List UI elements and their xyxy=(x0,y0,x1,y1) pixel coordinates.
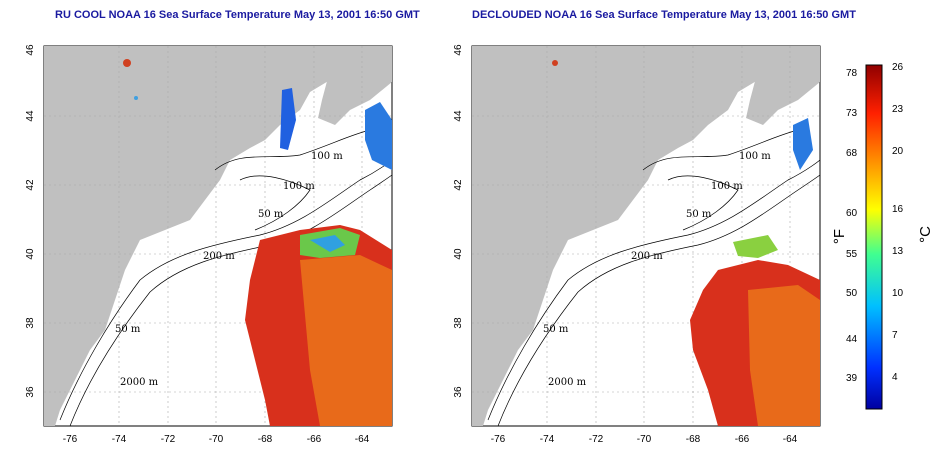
contour-label: 200 m xyxy=(631,251,663,262)
y-tick-label: 46 xyxy=(453,44,464,56)
x-tick-label: -66 xyxy=(307,434,322,445)
x-tick-label: -76 xyxy=(491,434,506,445)
contour-label: 2000 m xyxy=(120,377,159,388)
x-tick-label: -76 xyxy=(63,434,78,445)
celsius-tick: 20 xyxy=(892,146,904,157)
fahrenheit-tick: 78 xyxy=(846,68,858,79)
y-tick-label: 36 xyxy=(453,386,464,398)
x-tick-label: -70 xyxy=(637,434,652,445)
fahrenheit-tick: 55 xyxy=(846,249,858,260)
y-tick-label: 44 xyxy=(453,110,464,122)
celsius-tick: 4 xyxy=(892,372,898,383)
contour-label: 100 m xyxy=(311,151,343,162)
celsius-tick: 10 xyxy=(892,288,904,299)
x-tick-label: -72 xyxy=(589,434,604,445)
y-tick-label: 36 xyxy=(25,386,36,398)
celsius-unit-label: °C xyxy=(916,226,934,243)
left-map: 100 m 100 m 50 m 200 m 50 m 2000 m -74 -… xyxy=(25,44,393,445)
contour-label: 50 m xyxy=(115,324,141,335)
nova-scotia xyxy=(318,60,392,125)
y-tick-label: 38 xyxy=(453,317,464,329)
x-tick-label: -68 xyxy=(258,434,273,445)
celsius-tick: 23 xyxy=(892,104,904,115)
contour-label: 200 m xyxy=(203,251,235,262)
right-map: 100 m 100 m 50 m 200 m 50 m 2000 m -76 -… xyxy=(453,44,821,445)
celsius-tick: 16 xyxy=(892,204,904,215)
x-tick-label: -64 xyxy=(355,434,370,445)
contour-label: 100 m xyxy=(739,151,771,162)
y-tick-label: 40 xyxy=(453,248,464,260)
right-panel-title: DECLOUDED NOAA 16 Sea Surface Temperatur… xyxy=(472,9,856,21)
x-axis: -74 -76 -72 -70 -68 -66 -64 xyxy=(63,434,370,445)
x-tick-label: -64 xyxy=(783,434,798,445)
y-tick-label: 42 xyxy=(25,179,36,191)
y-tick-label: 38 xyxy=(25,317,36,329)
x-tick-label: -70 xyxy=(209,434,224,445)
y-axis: 46 44 42 40 38 36 xyxy=(25,44,36,398)
fahrenheit-tick: 50 xyxy=(846,288,858,299)
fahrenheit-tick: 44 xyxy=(846,334,858,345)
celsius-tick: 26 xyxy=(892,62,904,73)
x-tick-label: -68 xyxy=(686,434,701,445)
x-tick-label: -66 xyxy=(735,434,750,445)
colorbar xyxy=(865,64,883,410)
x-tick-label: -72 xyxy=(161,434,176,445)
land-mass xyxy=(44,46,392,426)
contour-label: 50 m xyxy=(543,324,569,335)
x-axis: -76 -74 -72 -70 -68 -66 -64 xyxy=(491,434,798,445)
contour-label: 50 m xyxy=(258,209,284,220)
y-axis: 46 44 42 40 38 36 xyxy=(453,44,464,398)
contour-label: 50 m xyxy=(686,209,712,220)
fahrenheit-tick: 68 xyxy=(846,148,858,159)
fahrenheit-unit-label: °F xyxy=(831,228,849,245)
y-tick-label: 44 xyxy=(25,110,36,122)
fahrenheit-tick: 39 xyxy=(846,373,858,384)
y-tick-label: 42 xyxy=(453,179,464,191)
celsius-tick: 13 xyxy=(892,246,904,257)
fahrenheit-tick: 73 xyxy=(846,108,858,119)
contour-label: 100 m xyxy=(711,181,743,192)
x-tick-label: -74 xyxy=(540,434,555,445)
left-panel-title: RU COOL NOAA 16 Sea Surface Temperature … xyxy=(55,9,420,21)
x-tick-label: -74 xyxy=(112,434,127,445)
fahrenheit-tick: 60 xyxy=(846,208,858,219)
y-tick-label: 46 xyxy=(25,44,36,56)
celsius-tick: 7 xyxy=(892,330,898,341)
contour-label: 100 m xyxy=(283,181,315,192)
y-tick-label: 40 xyxy=(25,248,36,260)
contour-label: 2000 m xyxy=(548,377,587,388)
